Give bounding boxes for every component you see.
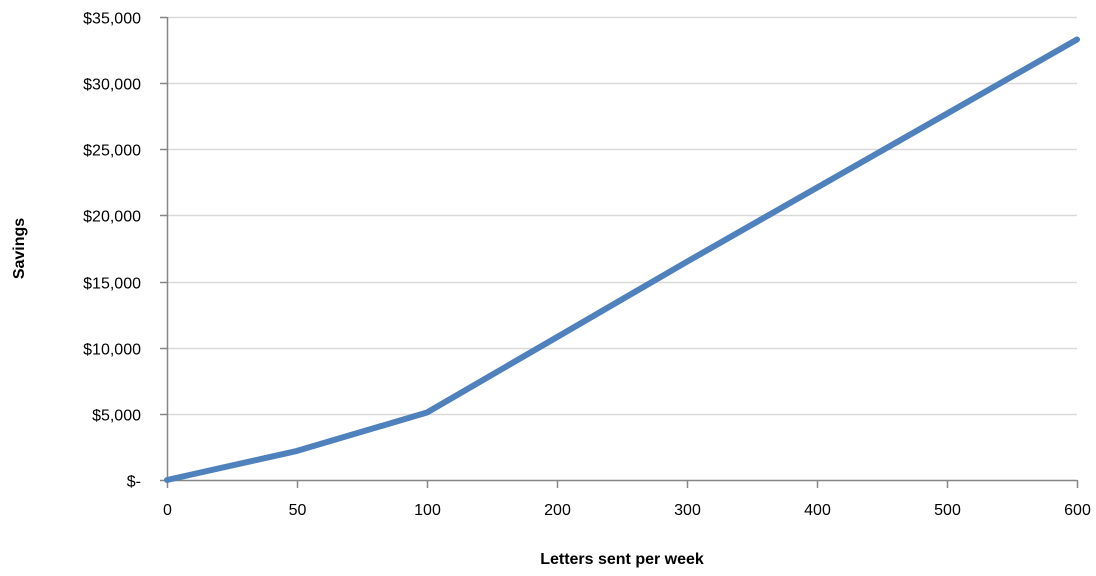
- series-layer: [164, 36, 1080, 483]
- y-tick-label: $30,000: [83, 77, 141, 94]
- x-tick-label: 50: [289, 502, 307, 519]
- y-tick-label: $10,000: [83, 342, 141, 359]
- gridlines: [167, 16, 1077, 416]
- x-tick-label: 500: [934, 502, 961, 519]
- x-tick-label: 300: [674, 502, 701, 519]
- y-tick-label: $25,000: [83, 143, 141, 160]
- x-tick-label: 400: [804, 502, 831, 519]
- y-axis-title: Savings: [11, 218, 28, 279]
- y-tick-label: $35,000: [83, 11, 141, 28]
- x-tick-label: 100: [414, 502, 441, 519]
- x-axis-title: Letters sent per week: [540, 551, 704, 568]
- x-tick-label: 0: [163, 502, 172, 519]
- y-tick-label: $15,000: [83, 276, 141, 293]
- y-tick-label: $5,000: [92, 408, 141, 425]
- axes: [160, 16, 1079, 488]
- x-tick-label: 200: [544, 502, 571, 519]
- x-tick-label: 600: [1064, 502, 1091, 519]
- y-tick-label: $20,000: [83, 209, 141, 226]
- series-line: [164, 36, 1080, 483]
- tick-labels: $- $5,000 $10,000 $15,000 $20,000 $25,000 $30,…: [83, 11, 1091, 520]
- y-tick-label: $-: [127, 474, 141, 491]
